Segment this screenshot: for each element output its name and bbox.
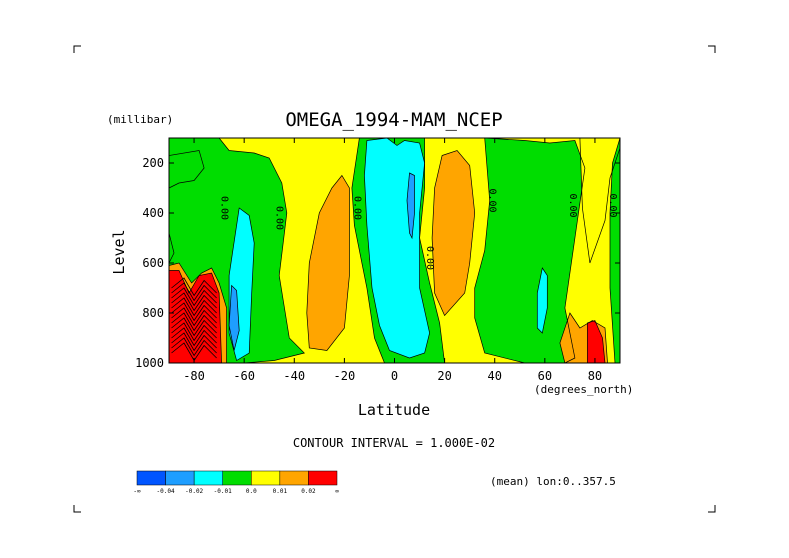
contour-line-cyan-equatorial <box>364 137 430 359</box>
x-axis-label: Latitude <box>358 401 430 419</box>
colorbar-swatch <box>136 470 166 486</box>
dense-contour-line <box>171 317 217 337</box>
region-orange-south <box>306 175 350 351</box>
region-green-north-edge <box>610 138 620 363</box>
colorbar-label: ∞ <box>335 488 339 495</box>
dense-contour-line <box>171 337 217 357</box>
contour-line-cyan-north <box>536 267 548 334</box>
colorbar-label: -0.04 <box>157 488 175 495</box>
crop-marks <box>73 45 716 513</box>
colorbar-label: 0.01 <box>273 488 288 495</box>
region-orange-north <box>432 150 475 316</box>
zero-contour-label: 0.00 <box>219 196 230 220</box>
colorbar-swatch <box>193 470 223 486</box>
colorbar-swatch <box>308 470 338 486</box>
region-cyan-north <box>537 268 548 333</box>
y-tick-label: 200 <box>142 156 164 170</box>
contour-line-blue-south <box>228 284 240 351</box>
dense-contour-line <box>171 327 217 347</box>
zero-contour-label: 0.00 <box>607 193 618 217</box>
dense-contour-line <box>171 307 217 327</box>
contour-line-orange-north-surface <box>559 312 608 364</box>
contour-lines <box>168 137 621 364</box>
colorbar-label: 0.02 <box>301 488 316 495</box>
zero-contour-label: 0.00 <box>567 193 578 217</box>
colorbar-label: -0.01 <box>214 488 232 495</box>
y-axis-ticks: 200 400 600 800 1000 <box>135 156 620 370</box>
dense-contour-line <box>171 312 217 332</box>
zero-contour-labels: 0.00 0.00 0.00 0.00 0.00 0.00 0.00 <box>219 188 618 270</box>
region-red-north-surface <box>587 320 605 363</box>
dense-contour-line <box>171 282 217 302</box>
contour-line-blue-equatorial <box>406 172 415 240</box>
y-axis-label: Level <box>110 229 128 274</box>
x-units-label: (degrees_north) <box>534 383 633 396</box>
dense-contour-line <box>171 277 217 297</box>
region-blue-south <box>229 285 240 351</box>
x-tick-label: 20 <box>437 369 451 383</box>
x-tick-label: -40 <box>283 369 305 383</box>
dense-contour-line <box>171 287 217 307</box>
averaging-text: (mean) lon:0..357.5 <box>490 475 616 488</box>
contour-line-cyan-south <box>228 207 255 362</box>
colorbar-label: 0.0 <box>246 488 257 495</box>
x-tick-label: -60 <box>233 369 255 383</box>
region-yellow-north-corner <box>579 138 620 263</box>
colorbar-swatch <box>251 470 281 486</box>
y-tick-label: 800 <box>142 306 164 320</box>
colorbar-swatch <box>165 470 195 486</box>
dense-contour-line <box>171 332 217 352</box>
colorbar: -∞ -0.04 -0.02 -0.01 0.0 0.01 0.02 ∞ <box>133 470 339 495</box>
contour-line-orange-north <box>431 150 476 317</box>
dense-contour-line <box>171 302 217 322</box>
dense-contour-line <box>171 322 217 342</box>
x-tick-label: 0 <box>391 369 398 383</box>
y-tick-label: 600 <box>142 256 164 270</box>
x-tick-label: -20 <box>334 369 356 383</box>
contour-line-red-north-surface <box>587 320 606 364</box>
colorbar-label: -∞ <box>133 488 141 495</box>
contour-interval-text: CONTOUR INTERVAL = 1.000E-02 <box>293 436 495 450</box>
x-tick-label: -80 <box>183 369 205 383</box>
filled-contour-regions <box>169 138 620 363</box>
dense-contour-line <box>171 292 217 312</box>
x-tick-label: 80 <box>588 369 602 383</box>
y-tick-label: 400 <box>142 206 164 220</box>
colorbar-label: -0.02 <box>185 488 203 495</box>
x-axis-ticks: -80 -60 -40 -20 0 20 40 60 80 <box>183 138 602 383</box>
y-tick-label: 1000 <box>135 356 164 370</box>
dense-contour-line <box>171 297 217 317</box>
x-tick-label: 60 <box>538 369 552 383</box>
zero-contour-label: 0.00 <box>487 188 498 212</box>
chart-title: OMEGA_1994-MAM_NCEP <box>285 109 502 131</box>
colorbar-swatch <box>279 470 309 486</box>
y-units-label: (millibar) <box>107 113 173 126</box>
contour-line-orange-south <box>306 174 350 351</box>
x-tick-label: 40 <box>487 369 501 383</box>
contour-line-green-band-north <box>474 137 586 364</box>
zero-contour-label: 0.00 <box>351 196 362 220</box>
region-green-band-north <box>474 138 585 363</box>
zero-contour-label: 0.00 <box>424 246 435 270</box>
zero-contour-label: 0.00 <box>274 206 285 230</box>
colorbar-swatch <box>222 470 252 486</box>
